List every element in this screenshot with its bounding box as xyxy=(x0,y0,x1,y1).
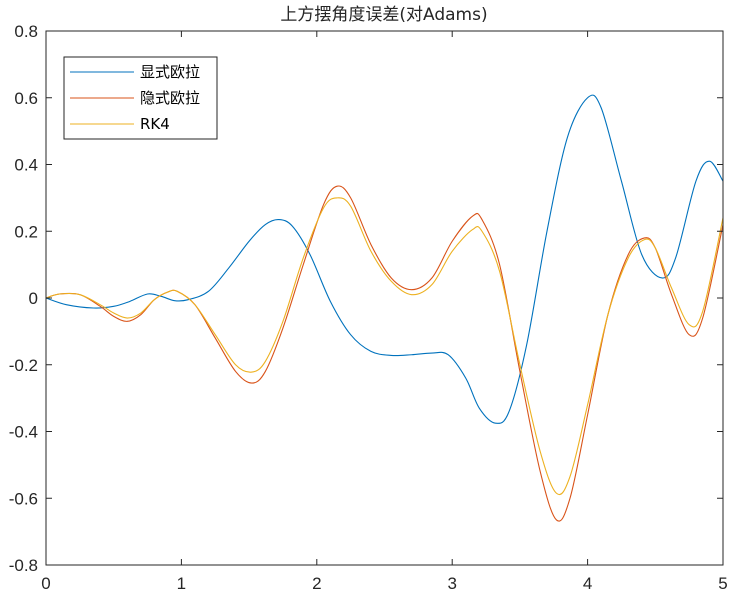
y-tick-label: -0.4 xyxy=(9,423,38,442)
y-tick-label: -0.2 xyxy=(9,356,38,375)
legend-entry-implicit-euler: 隐式欧拉 xyxy=(70,89,200,107)
series-line-rk4 xyxy=(45,197,724,496)
y-tick-label: 0.2 xyxy=(14,222,38,241)
x-tick-label: 0 xyxy=(41,574,50,593)
y-tick-label: -0.8 xyxy=(9,556,38,575)
y-tick-label: 0 xyxy=(29,289,38,308)
series-layer xyxy=(45,94,724,522)
tick-labels-layer: 0 1 2 3 4 5 -0.8 -0.6 -0.4 -0.2 0 0.2 0.4 0.6 0.8 xyxy=(9,22,728,593)
legend-entry-rk4: RK4 xyxy=(70,115,170,133)
ticks-layer xyxy=(45,30,724,566)
legend-label: 隐式欧拉 xyxy=(140,89,200,107)
y-tick-label: -0.6 xyxy=(9,489,38,508)
chart-title: 上方摆角度误差(对Adams) xyxy=(280,5,487,25)
x-tick-label: 3 xyxy=(447,574,456,593)
y-tick-label: 0.4 xyxy=(14,156,38,175)
legend-entry-explicit-euler: 显式欧拉 xyxy=(70,63,200,81)
y-tick-label: 0.8 xyxy=(14,22,38,41)
x-tick-label: 1 xyxy=(177,574,186,593)
x-tick-label: 2 xyxy=(312,574,321,593)
legend-label: 显式欧拉 xyxy=(140,63,200,81)
series-line-explicit-euler xyxy=(45,94,724,424)
x-tick-label: 5 xyxy=(718,574,727,593)
y-tick-label: 0.6 xyxy=(14,89,38,108)
legend-label: RK4 xyxy=(140,115,170,133)
x-tick-label: 4 xyxy=(583,574,592,593)
